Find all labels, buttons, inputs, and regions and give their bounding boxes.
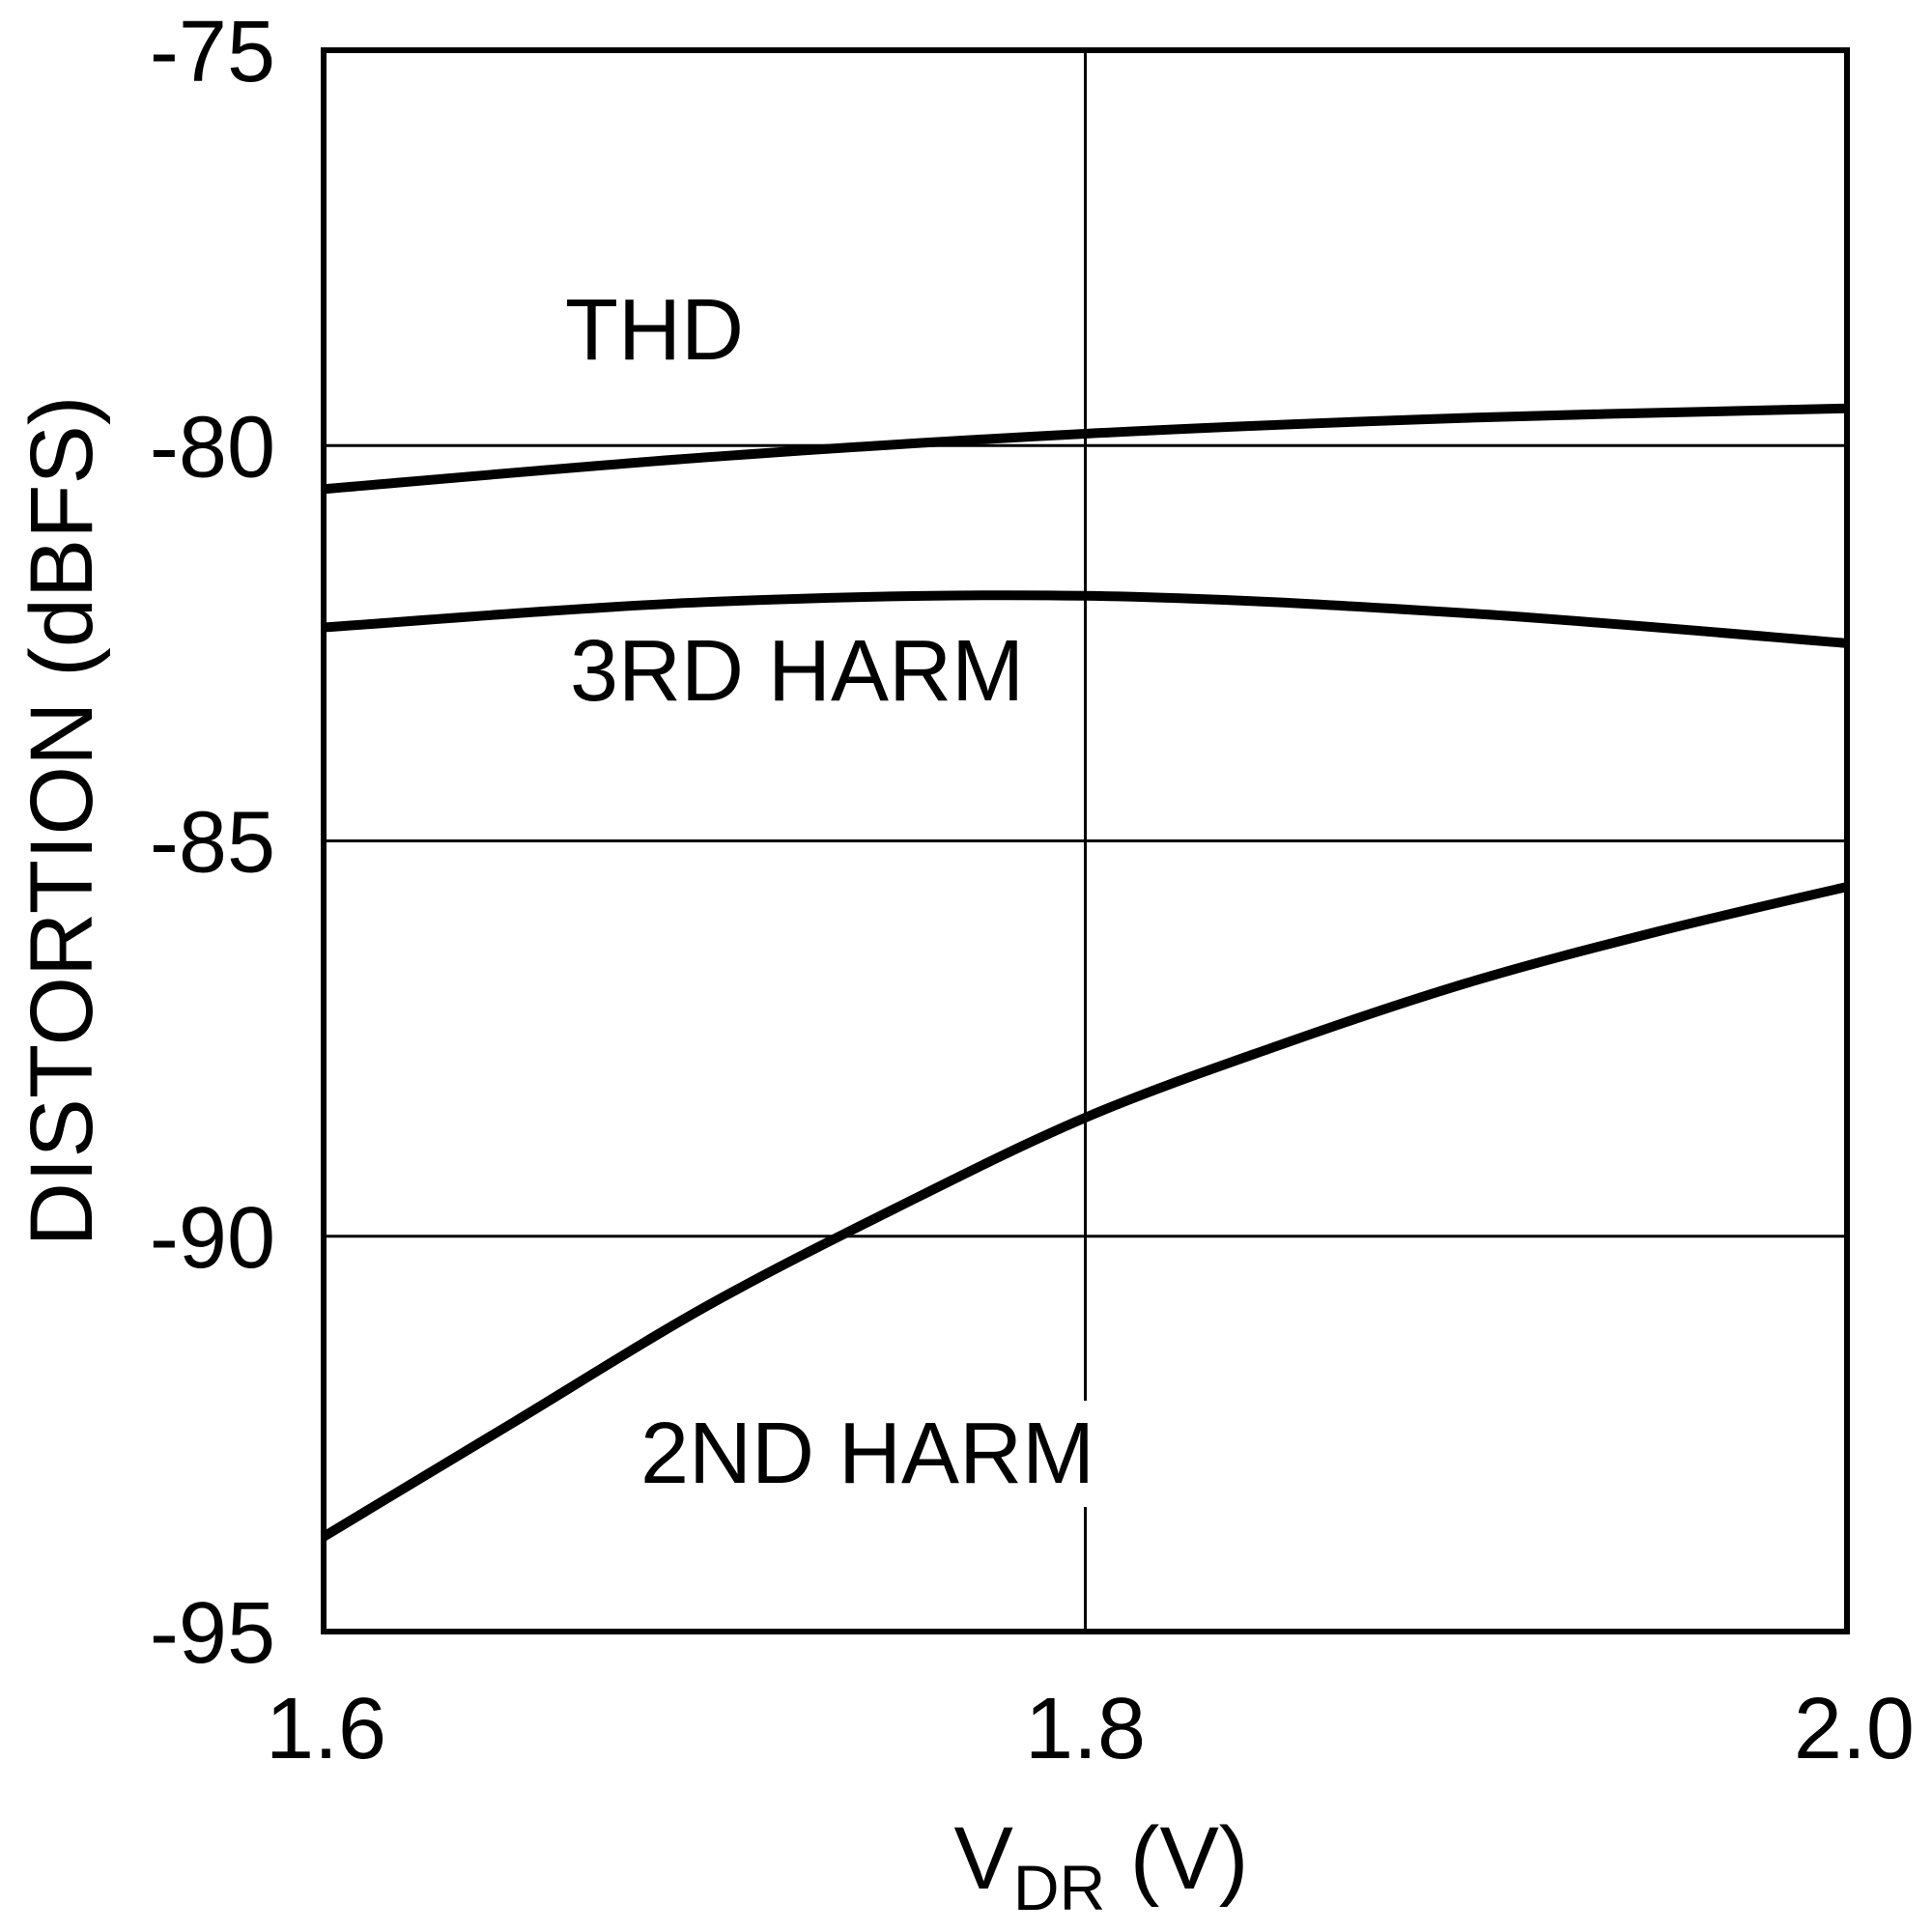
label-bg-2nd (1072, 1401, 1101, 1507)
series-line-2nd-harm (321, 882, 1849, 1542)
series-label-thd: THD (565, 282, 744, 379)
y-tick-label: -75 (150, 4, 275, 100)
y-tick-label: -85 (150, 795, 275, 892)
grid-lines (324, 50, 1847, 1632)
y-tick-label: -90 (150, 1190, 275, 1287)
plot-frame (321, 47, 1850, 1634)
x-tick-label: 2.0 (1794, 1681, 1915, 1777)
x-tick-label: 1.8 (1025, 1681, 1146, 1777)
series-label-3rd-harm: 3RD HARM (570, 623, 1024, 720)
x-tick-label: 1.6 (266, 1681, 386, 1777)
y-tick-labels: -75 -80 -85 -90 -95 (150, 4, 275, 1682)
series-label-2nd-harm: 2ND HARM (640, 1406, 1094, 1502)
y-tick-label: -95 (150, 1585, 275, 1682)
x-tick-labels: 1.6 1.8 2.0 (266, 1681, 1915, 1777)
series-lines (321, 403, 1849, 1542)
y-tick-label: -80 (150, 399, 275, 496)
x-axis-label-main: V (954, 1809, 1013, 1908)
series-line-thd (323, 403, 1848, 495)
x-axis-label-sub: DR (1013, 1852, 1105, 1923)
x-axis-label: VDR (V) (954, 1809, 1249, 1923)
series-line-3rd-harm (323, 590, 1848, 648)
y-axis-label: DISTORTION (dBFS) (13, 396, 111, 1247)
x-axis-label-unit: (V) (1105, 1809, 1248, 1908)
